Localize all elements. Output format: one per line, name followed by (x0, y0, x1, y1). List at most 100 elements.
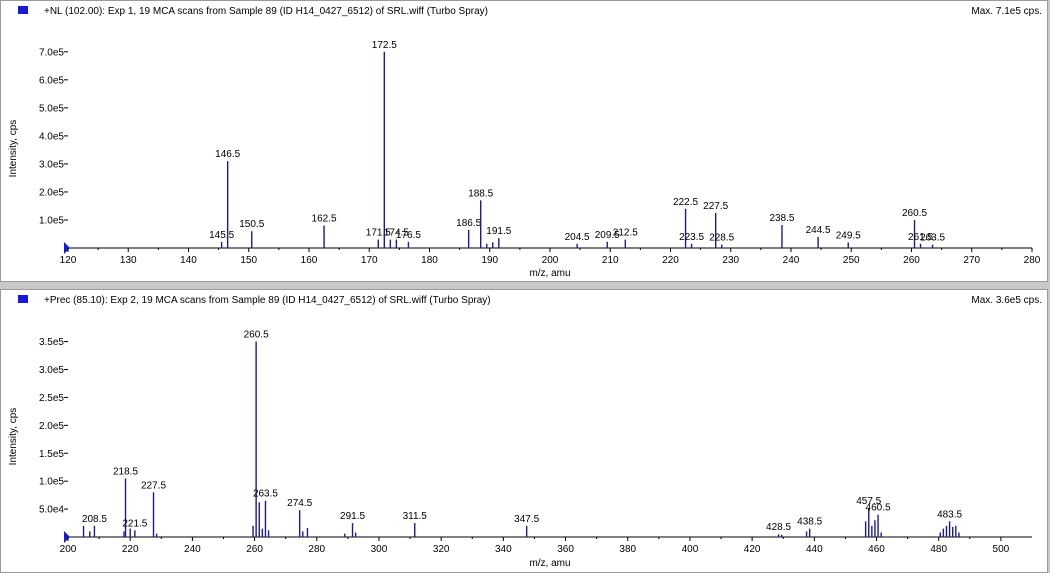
spectrum-plot[interactable]: 120 130 140 150 160 170 180 190 200 210 220 230 240 2… (1, 19, 1047, 281)
peak-label: 347.5 (514, 514, 539, 525)
max-intensity: Max. 7.1e5 cps. (971, 6, 1042, 17)
x-tick-label: 210 (602, 255, 619, 266)
peak-label: 176.5 (396, 230, 421, 241)
x-tick-label: 420 (744, 544, 761, 555)
x-tick-label: 440 (806, 544, 823, 555)
peak-label: 311.5 (403, 511, 428, 522)
peak-label: 227.5 (141, 480, 166, 491)
y-tick-label: 5.0e5 (39, 103, 64, 114)
x-tick-label: 140 (180, 255, 197, 266)
peak-label: 208.5 (82, 514, 107, 525)
peak-label: 223.5 (679, 232, 704, 243)
peak-label: 238.5 (769, 213, 794, 224)
x-tick-label: 220 (662, 255, 679, 266)
peak-label: 204.5 (565, 232, 590, 243)
panel-divider[interactable] (0, 282, 1050, 289)
peak-label: 146.5 (215, 149, 240, 160)
x-tick-label: 280 (1024, 255, 1041, 266)
y-tick-label: 6.0e5 (39, 75, 64, 86)
x-tick-label: 250 (843, 255, 860, 266)
x-tick-label: 500 (993, 544, 1010, 555)
peak-label: 460.5 (866, 503, 891, 514)
peak-label: 162.5 (312, 214, 337, 225)
y-tick-label: 7.0e5 (39, 47, 64, 58)
x-tick-label: 360 (557, 544, 574, 555)
baseline-marker (64, 531, 70, 543)
y-tick-label: 2.0e5 (39, 421, 64, 432)
x-tick-label: 190 (481, 255, 498, 266)
y-tick-label: 2.5e5 (39, 393, 64, 404)
x-axis-label: m/z, amu (529, 558, 570, 569)
panel-title: +Prec (85.10): Exp 2, 19 MCA scans from … (44, 295, 491, 306)
peak-label: 145.5 (209, 230, 234, 241)
y-tick-label: 1.5e5 (39, 449, 64, 460)
x-tick-label: 200 (60, 544, 77, 555)
x-tick-label: 240 (184, 544, 201, 555)
spectrum-panel-nl[interactable]: +NL (102.00): Exp 1, 19 MCA scans from S… (0, 0, 1048, 282)
y-tick-label: 3.0e5 (39, 365, 64, 376)
peak-label: 227.5 (703, 201, 728, 212)
y-tick-label: 3.5e5 (39, 337, 64, 348)
peak-label: 457.5 (856, 496, 881, 507)
spectrum-panel-prec[interactable]: +Prec (85.10): Exp 2, 19 MCA scans from … (0, 289, 1048, 573)
baseline-marker (64, 242, 70, 254)
peak-label: 218.5 (113, 466, 138, 477)
peak-label: 249.5 (836, 230, 861, 241)
peak-label: 260.5 (244, 330, 269, 341)
peak-label: 188.5 (468, 188, 493, 199)
x-tick-label: 120 (60, 255, 77, 266)
x-tick-label: 460 (868, 544, 885, 555)
peak-label: 260.5 (902, 208, 927, 219)
peak-label: 221.5 (122, 518, 147, 529)
series-color-swatch (18, 6, 28, 14)
x-tick-label: 180 (421, 255, 438, 266)
x-tick-label: 380 (619, 544, 636, 555)
y-tick-label: 3.0e5 (39, 159, 64, 170)
peak-label: 428.5 (766, 522, 791, 533)
x-tick-label: 130 (120, 255, 137, 266)
peak-label: 171.5 (366, 228, 391, 239)
peak-label: 212.5 (613, 228, 638, 239)
x-tick-label: 230 (722, 255, 739, 266)
peak-label: 209.5 (595, 230, 620, 241)
x-tick-label: 160 (301, 255, 318, 266)
panel-title: +NL (102.00): Exp 1, 19 MCA scans from S… (44, 6, 489, 17)
peak-label: 438.5 (797, 517, 822, 528)
panel-header: +Prec (85.10): Exp 2, 19 MCA scans from … (1, 290, 1047, 308)
x-tick-label: 280 (308, 544, 325, 555)
peak-label: 291.5 (340, 511, 365, 522)
x-tick-label: 200 (542, 255, 559, 266)
peak-label: 186.5 (456, 218, 481, 229)
x-tick-label: 300 (371, 544, 388, 555)
peak-label: 172.5 (372, 40, 397, 51)
peak-label: 174.5 (384, 228, 409, 239)
y-tick-label: 2.0e5 (39, 187, 64, 198)
peak-label: 274.5 (287, 498, 312, 509)
x-tick-label: 480 (930, 544, 947, 555)
series-color-swatch (18, 295, 28, 303)
spectrum-plot[interactable]: 200 220 240 260 280 300 320 340 360 380 400 420 440 4… (1, 308, 1047, 572)
y-tick-label: 1.0e5 (39, 215, 64, 226)
x-tick-label: 260 (246, 544, 263, 555)
peak-label: 150.5 (239, 219, 264, 230)
peak-label: 261.5 (908, 232, 933, 243)
peak-label: 263.5 (253, 489, 278, 500)
y-tick-label: 1.0e5 (39, 477, 64, 488)
peak-label: 191.5 (486, 226, 511, 237)
x-tick-label: 240 (783, 255, 800, 266)
peak-label: 244.5 (806, 225, 831, 236)
peak-label: 483.5 (937, 509, 962, 520)
peak-label: 228.5 (709, 233, 734, 244)
max-intensity: Max. 3.6e5 cps. (971, 295, 1042, 306)
y-tick-label: 4.0e5 (39, 131, 64, 142)
peak-label: 222.5 (673, 197, 698, 208)
x-tick-label: 150 (240, 255, 257, 266)
x-tick-label: 260 (903, 255, 920, 266)
y-tick-label: 5.0e4 (39, 505, 64, 516)
x-tick-label: 270 (963, 255, 980, 266)
x-axis-label: m/z, amu (529, 268, 570, 279)
x-tick-label: 320 (433, 544, 450, 555)
y-axis-label: Intensity, cps (8, 408, 19, 466)
x-tick-label: 170 (361, 255, 378, 266)
panel-header: +NL (102.00): Exp 1, 19 MCA scans from S… (1, 1, 1047, 19)
